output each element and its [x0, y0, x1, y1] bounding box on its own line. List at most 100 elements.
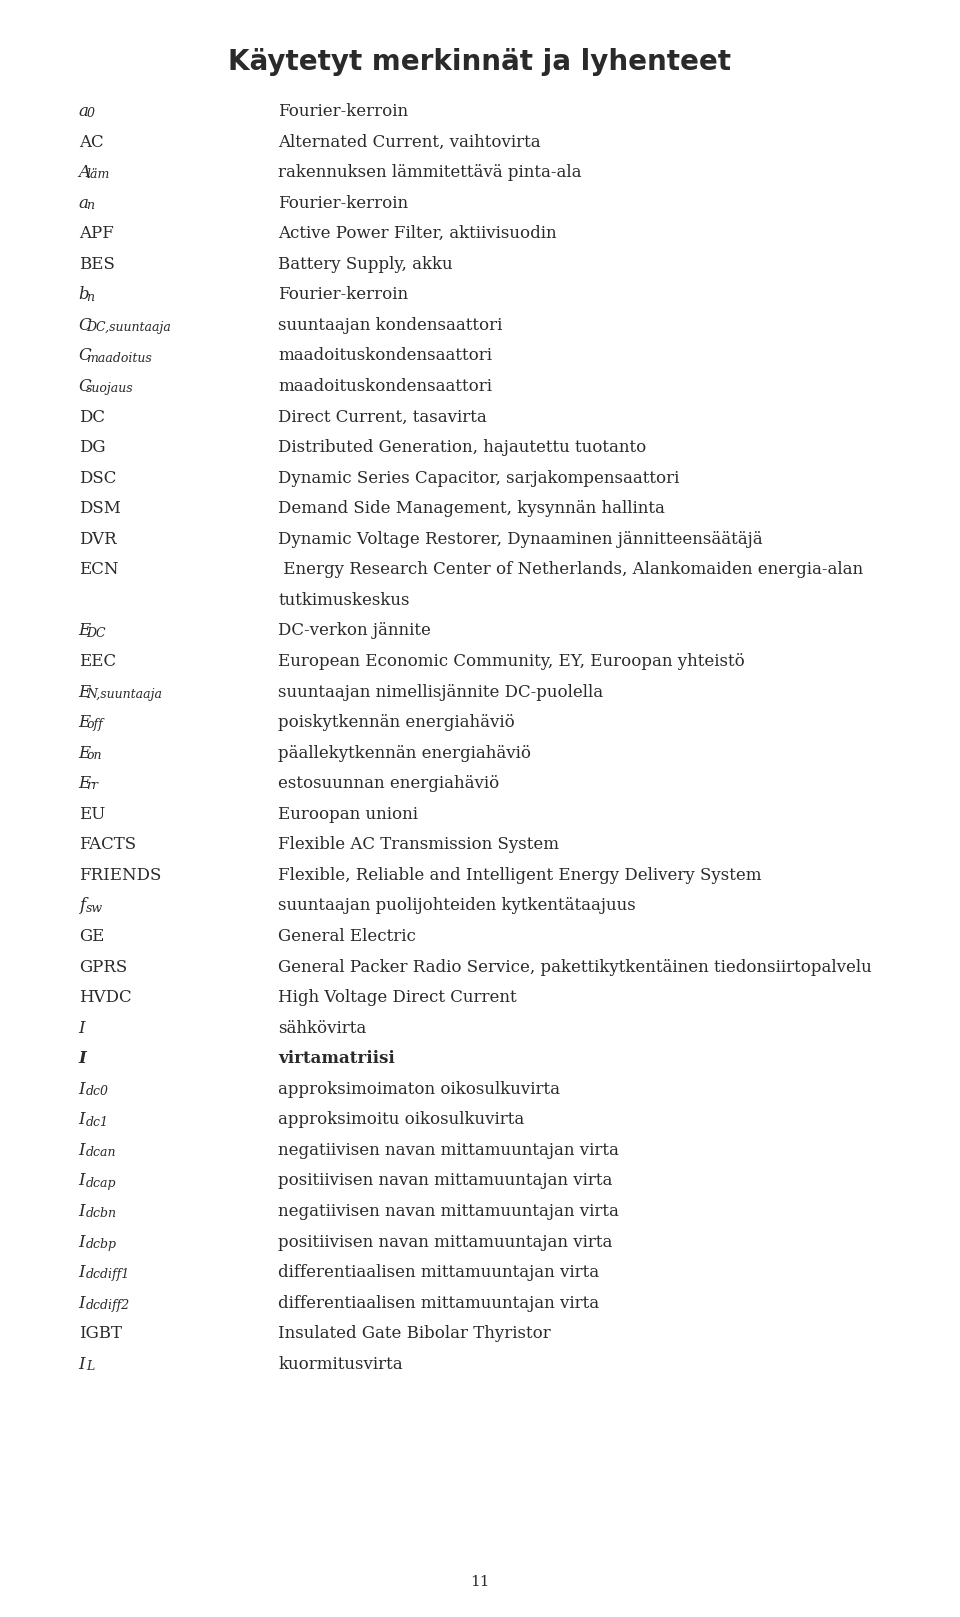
- Text: dcbp: dcbp: [86, 1237, 117, 1252]
- Text: E: E: [79, 623, 91, 639]
- Text: positiivisen navan mittamuuntajan virta: positiivisen navan mittamuuntajan virta: [278, 1234, 612, 1250]
- Text: approksimoitu oikosulkuvirta: approksimoitu oikosulkuvirta: [278, 1111, 525, 1129]
- Text: GE: GE: [79, 928, 104, 944]
- Text: Euroopan unioni: Euroopan unioni: [278, 805, 419, 823]
- Text: poiskytkennän energiahäviö: poiskytkennän energiahäviö: [278, 715, 516, 731]
- Text: Fourier-kerroin: Fourier-kerroin: [278, 286, 409, 304]
- Text: I: I: [79, 1049, 86, 1067]
- Text: E: E: [79, 684, 91, 700]
- Text: L: L: [86, 1360, 94, 1373]
- Text: E: E: [79, 745, 91, 762]
- Text: APF: APF: [79, 225, 113, 243]
- Text: BES: BES: [79, 255, 114, 273]
- Text: I: I: [79, 1142, 85, 1159]
- Text: DC,suuntaaja: DC,suuntaaja: [86, 322, 171, 335]
- Text: Dynamic Series Capacitor, sarjakompensaattori: Dynamic Series Capacitor, sarjakompensaa…: [278, 469, 680, 487]
- Text: FACTS: FACTS: [79, 836, 136, 854]
- Text: DC-verkon jännite: DC-verkon jännite: [278, 623, 431, 639]
- Text: negatiivisen navan mittamuuntajan virta: negatiivisen navan mittamuuntajan virta: [278, 1142, 619, 1159]
- Text: negatiivisen navan mittamuuntajan virta: negatiivisen navan mittamuuntajan virta: [278, 1203, 619, 1219]
- Text: b: b: [79, 286, 89, 304]
- Text: C: C: [79, 378, 91, 395]
- Text: kuormitusvirta: kuormitusvirta: [278, 1355, 403, 1373]
- Text: differentiaalisen mittamuuntajan virta: differentiaalisen mittamuuntajan virta: [278, 1264, 600, 1281]
- Text: I: I: [79, 1355, 85, 1373]
- Text: dcbn: dcbn: [86, 1208, 117, 1221]
- Text: DSM: DSM: [79, 500, 121, 517]
- Text: off: off: [86, 718, 103, 731]
- Text: dcdiff1: dcdiff1: [86, 1268, 131, 1281]
- Text: N,suuntaaja: N,suuntaaja: [86, 687, 162, 700]
- Text: 11: 11: [470, 1575, 490, 1590]
- Text: Demand Side Management, kysynnän hallinta: Demand Side Management, kysynnän hallint…: [278, 500, 665, 517]
- Text: I: I: [79, 1080, 85, 1098]
- Text: dcdiff2: dcdiff2: [86, 1298, 131, 1311]
- Text: Dynamic Voltage Restorer, Dynaaminen jännitteensäätäjä: Dynamic Voltage Restorer, Dynaaminen jän…: [278, 530, 763, 548]
- Text: f: f: [79, 897, 84, 915]
- Text: a: a: [79, 194, 88, 212]
- Text: sähkövirta: sähkövirta: [278, 1020, 367, 1036]
- Text: on: on: [86, 749, 102, 762]
- Text: Alternated Current, vaihtovirta: Alternated Current, vaihtovirta: [278, 134, 541, 150]
- Text: IGBT: IGBT: [79, 1326, 122, 1342]
- Text: ECN: ECN: [79, 561, 118, 579]
- Text: E: E: [79, 775, 91, 792]
- Text: HVDC: HVDC: [79, 990, 132, 1006]
- Text: I: I: [79, 1264, 85, 1281]
- Text: Direct Current, tasavirta: Direct Current, tasavirta: [278, 409, 487, 425]
- Text: DC: DC: [86, 627, 106, 640]
- Text: dc0: dc0: [86, 1085, 109, 1098]
- Text: GPRS: GPRS: [79, 959, 127, 975]
- Text: Fourier-kerroin: Fourier-kerroin: [278, 194, 409, 212]
- Text: sw: sw: [86, 902, 104, 915]
- Text: Distributed Generation, hajautettu tuotanto: Distributed Generation, hajautettu tuota…: [278, 440, 647, 456]
- Text: n: n: [86, 291, 94, 304]
- Text: suuntaajan puolijohteiden kytkentätaajuus: suuntaajan puolijohteiden kytkentätaajuu…: [278, 897, 636, 915]
- Text: positiivisen navan mittamuuntajan virta: positiivisen navan mittamuuntajan virta: [278, 1172, 612, 1190]
- Text: C: C: [79, 348, 91, 364]
- Text: AC: AC: [79, 134, 104, 150]
- Text: suuntaajan nimellisjännite DC-puolella: suuntaajan nimellisjännite DC-puolella: [278, 684, 604, 700]
- Text: maadoituskondensaattori: maadoituskondensaattori: [278, 348, 492, 364]
- Text: rr: rr: [86, 779, 98, 792]
- Text: I: I: [79, 1111, 85, 1129]
- Text: Flexible, Reliable and Intelligent Energy Delivery System: Flexible, Reliable and Intelligent Energ…: [278, 867, 762, 884]
- Text: Energy Research Center of Netherlands, Alankomaiden energia-alan: Energy Research Center of Netherlands, A…: [278, 561, 864, 579]
- Text: virtamatriisi: virtamatriisi: [278, 1049, 396, 1067]
- Text: I: I: [79, 1020, 85, 1036]
- Text: Fourier-kerroin: Fourier-kerroin: [278, 103, 409, 120]
- Text: I: I: [79, 1172, 85, 1190]
- Text: n: n: [86, 199, 94, 212]
- Text: a: a: [79, 103, 88, 120]
- Text: suuntaajan kondensaattori: suuntaajan kondensaattori: [278, 317, 503, 333]
- Text: dc1: dc1: [86, 1116, 109, 1129]
- Text: läm: läm: [86, 168, 109, 181]
- Text: estosuunnan energiahäviö: estosuunnan energiahäviö: [278, 775, 499, 792]
- Text: C: C: [79, 317, 91, 333]
- Text: I: I: [79, 1295, 85, 1311]
- Text: DC: DC: [79, 409, 105, 425]
- Text: Battery Supply, akku: Battery Supply, akku: [278, 255, 453, 273]
- Text: General Packer Radio Service, pakettikytkentäinen tiedonsiirtopalvelu: General Packer Radio Service, pakettikyt…: [278, 959, 872, 975]
- Text: maadoituskondensaattori: maadoituskondensaattori: [278, 378, 492, 395]
- Text: päallekytkennän energiahäviö: päallekytkennän energiahäviö: [278, 745, 532, 762]
- Text: tutkimuskeskus: tutkimuskeskus: [278, 592, 410, 610]
- Text: FRIENDS: FRIENDS: [79, 867, 161, 884]
- Text: European Economic Community, EY, Euroopan yhteistö: European Economic Community, EY, Euroopa…: [278, 653, 745, 669]
- Text: rakennuksen lämmitettävä pinta-ala: rakennuksen lämmitettävä pinta-ala: [278, 163, 582, 181]
- Text: suojaus: suojaus: [86, 382, 133, 395]
- Text: A: A: [79, 163, 90, 181]
- Text: EEC: EEC: [79, 653, 116, 669]
- Text: Active Power Filter, aktiivisuodin: Active Power Filter, aktiivisuodin: [278, 225, 557, 243]
- Text: differentiaalisen mittamuuntajan virta: differentiaalisen mittamuuntajan virta: [278, 1295, 600, 1311]
- Text: dcap: dcap: [86, 1177, 117, 1190]
- Text: dcan: dcan: [86, 1146, 117, 1159]
- Text: Käytetyt merkinnät ja lyhenteet: Käytetyt merkinnät ja lyhenteet: [228, 49, 732, 76]
- Text: Insulated Gate Bibolar Thyristor: Insulated Gate Bibolar Thyristor: [278, 1326, 551, 1342]
- Text: DVR: DVR: [79, 530, 116, 548]
- Text: Flexible AC Transmission System: Flexible AC Transmission System: [278, 836, 560, 854]
- Text: 0: 0: [86, 107, 94, 120]
- Text: General Electric: General Electric: [278, 928, 417, 944]
- Text: approksimoimaton oikosulkuvirta: approksimoimaton oikosulkuvirta: [278, 1080, 561, 1098]
- Text: DG: DG: [79, 440, 106, 456]
